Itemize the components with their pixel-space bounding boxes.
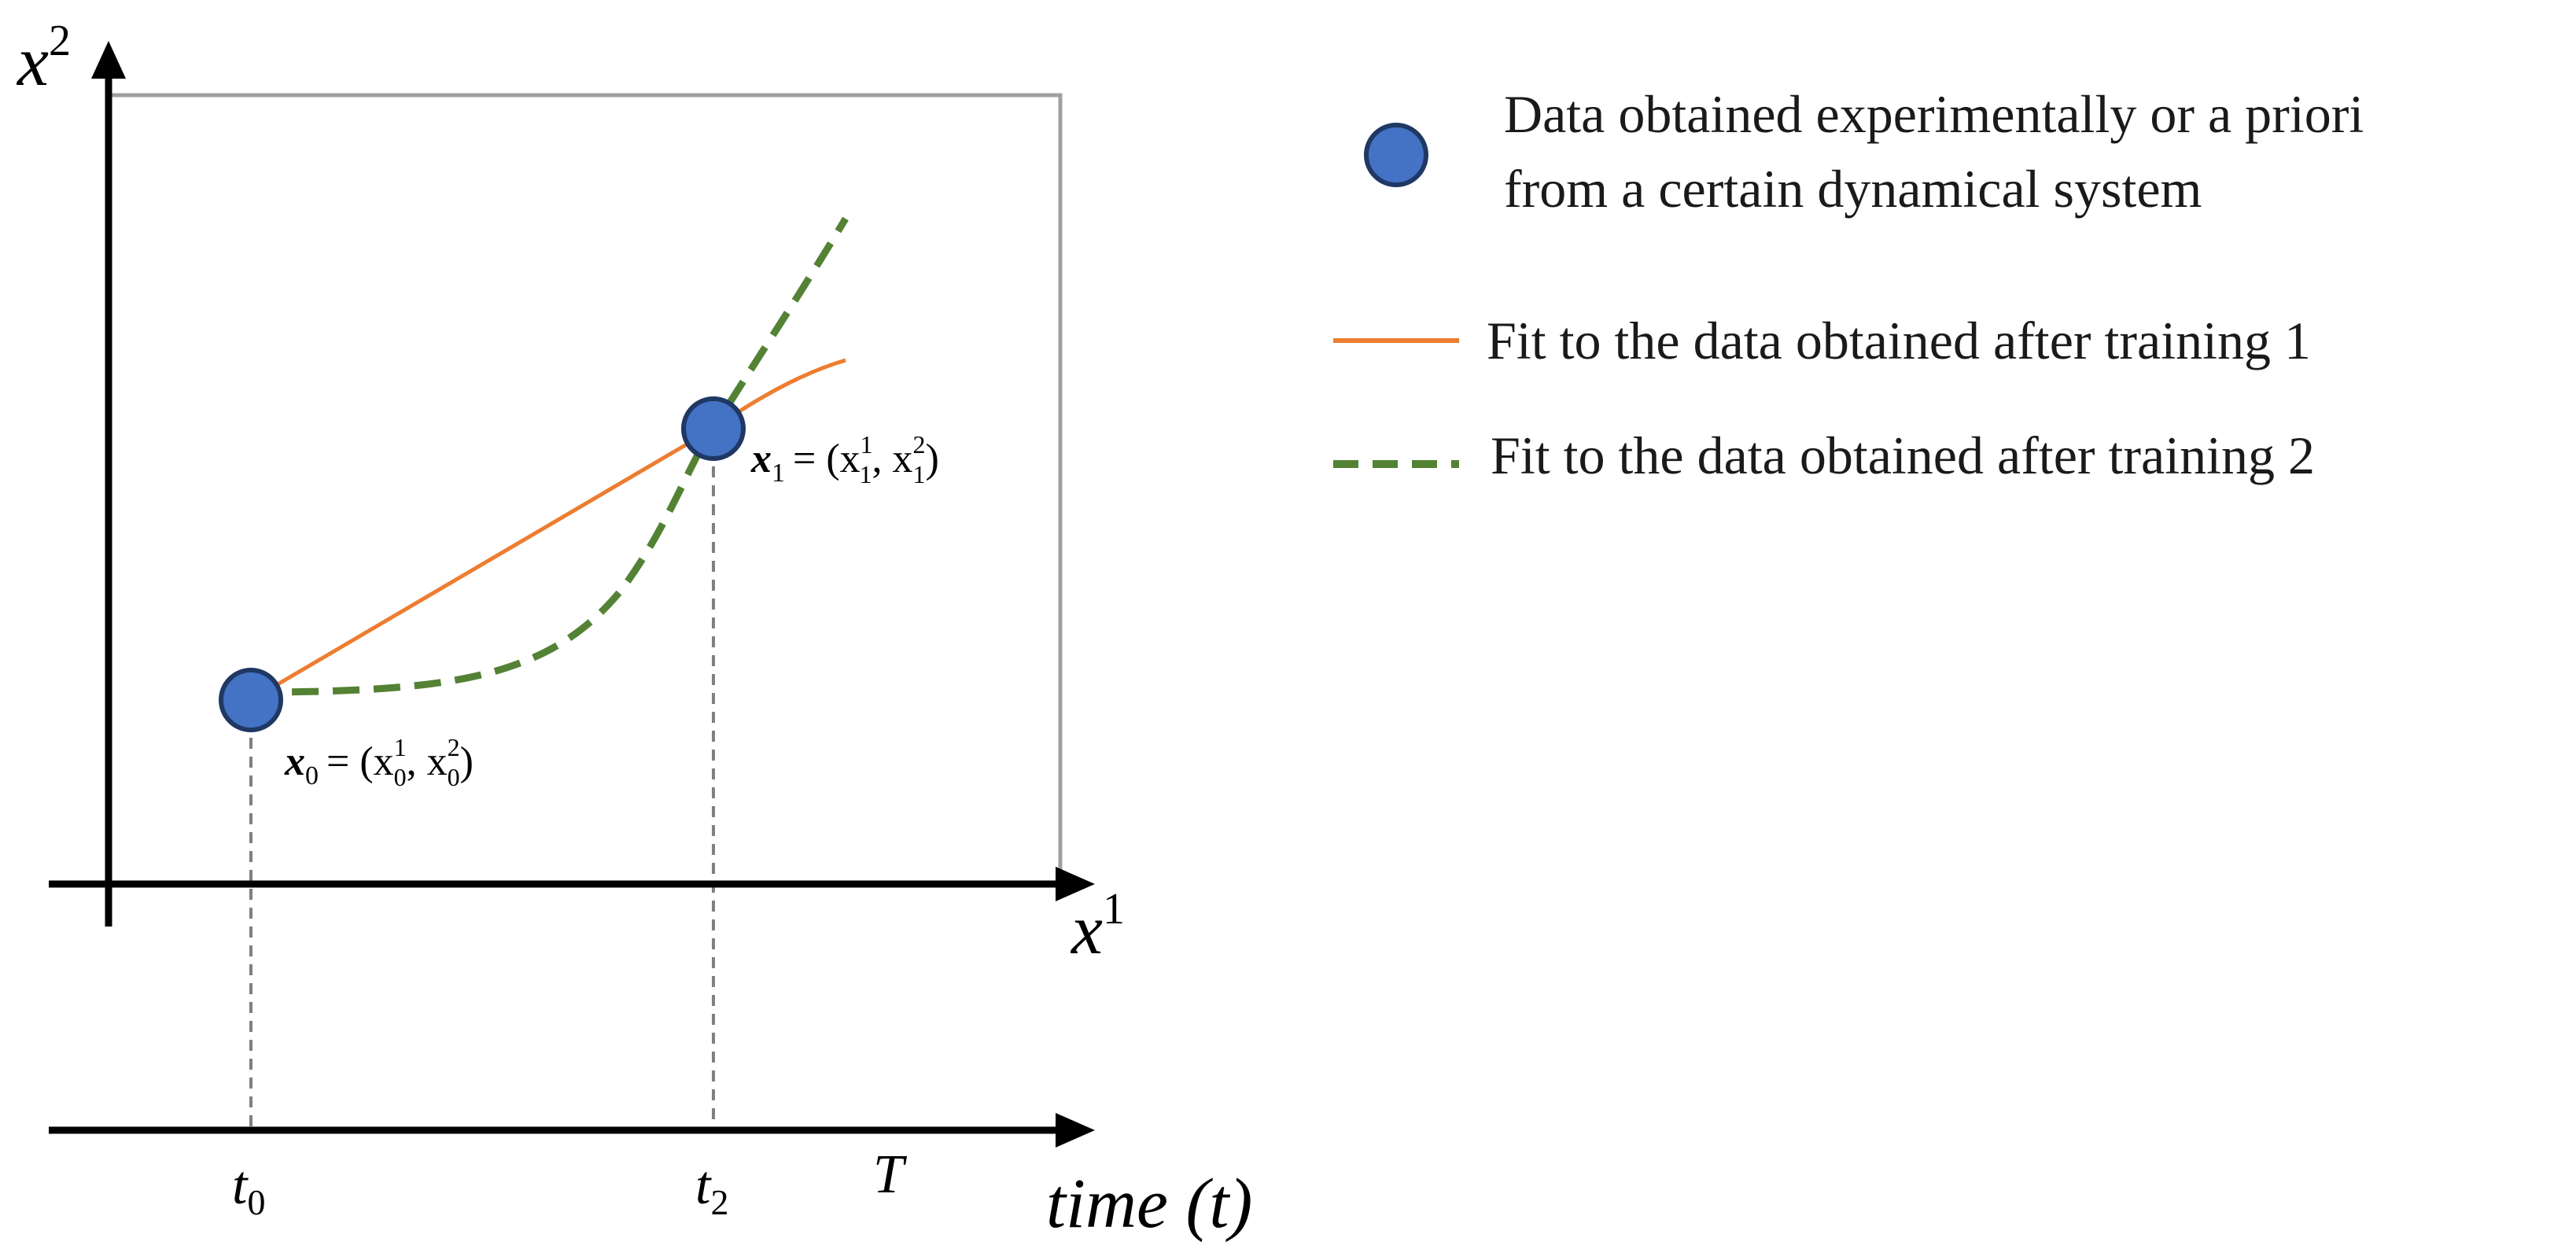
y-axis-arrow: [91, 41, 126, 79]
x-axis-arrow: [1056, 867, 1095, 901]
x1-point-label: x1 = (x1 1, x2 1): [750, 430, 939, 488]
legend: Data obtained experimentally or a priori…: [1333, 84, 2364, 485]
legend-fit-2-label: Fit to the data obtained after training …: [1491, 426, 2315, 485]
plot-frame: [109, 93, 1063, 882]
fit-2-curve: [250, 216, 849, 696]
y-axis-label: x2: [16, 17, 71, 101]
time-axis-arrow: [1056, 1113, 1095, 1148]
data-point-x0: [219, 668, 283, 732]
legend-data-line-1: Data obtained experimentally or a priori: [1504, 84, 2364, 144]
x0-point-label: x0 = (x1 0, x2 0): [284, 733, 474, 791]
legend-data-line-2: from a certain dynamical system: [1504, 159, 2202, 219]
data-point-x1: [681, 396, 746, 461]
t0-label: t0: [232, 1155, 265, 1222]
legend-data-marker: [1364, 123, 1428, 187]
t2-label: t2: [695, 1155, 728, 1222]
legend-fit-1-label: Fit to the data obtained after training …: [1487, 311, 2311, 370]
T-label: T: [873, 1144, 908, 1205]
x-axis-label: x1: [1070, 885, 1125, 969]
time-axis-label: time (t): [1046, 1165, 1252, 1243]
